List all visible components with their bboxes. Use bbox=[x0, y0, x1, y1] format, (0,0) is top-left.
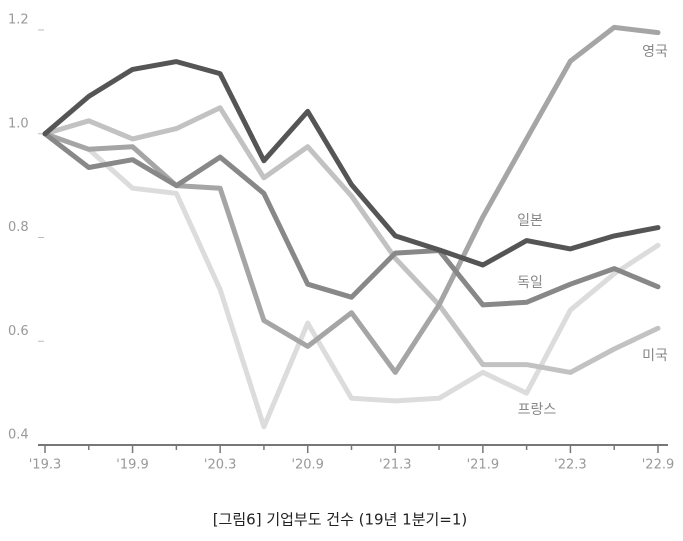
y-tick-label: 1.0 bbox=[8, 116, 29, 131]
series-line bbox=[42, 131, 661, 308]
series-line bbox=[42, 131, 661, 430]
series-label: 미국 bbox=[642, 348, 668, 364]
series-line bbox=[42, 24, 661, 375]
series-label: 프랑스 bbox=[518, 402, 557, 418]
y-tick-label: 0.4 bbox=[8, 428, 29, 443]
x-tick-label: '19.9 bbox=[116, 458, 149, 473]
y-tick-label: 1.2 bbox=[8, 13, 29, 28]
series-label: 일본 bbox=[517, 213, 543, 229]
series-label: 독일 bbox=[517, 275, 543, 291]
x-tick-label: '20.9 bbox=[291, 458, 324, 473]
x-tick-label: '21.3 bbox=[379, 458, 412, 473]
chart-title: [그림6] 기업부도 건수 (19년 1분기=1) bbox=[213, 511, 468, 529]
series-line bbox=[42, 105, 661, 375]
x-tick-label: '21.9 bbox=[467, 458, 500, 473]
series-line bbox=[42, 59, 661, 268]
x-tick-label: '22.9 bbox=[642, 458, 675, 473]
x-tick-label: '22.3 bbox=[554, 458, 587, 473]
y-tick-label: 0.6 bbox=[8, 324, 29, 339]
series-label: 영국 bbox=[642, 44, 668, 60]
y-tick-label: 0.8 bbox=[8, 220, 29, 235]
x-tick-label: '20.3 bbox=[204, 458, 237, 473]
x-tick-label: '19.3 bbox=[29, 458, 62, 473]
